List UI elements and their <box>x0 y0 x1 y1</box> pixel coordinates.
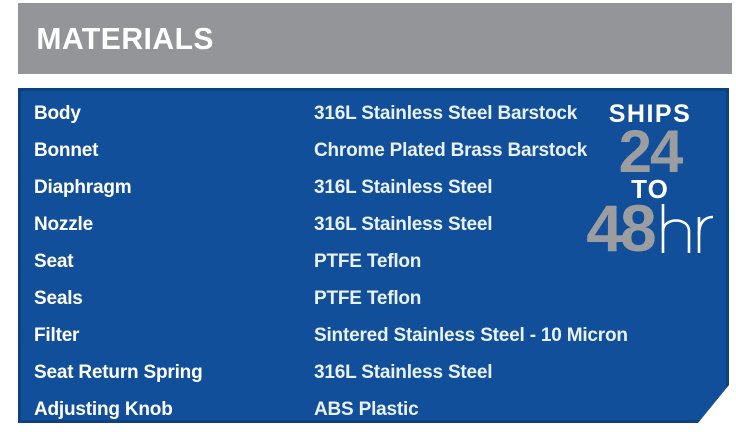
ships-hours-min: 24 <box>618 118 682 185</box>
material-value: PTFE Teflon <box>314 250 422 272</box>
material-label: Filter <box>34 325 80 347</box>
table-row: Seat Return Spring 316L Stainless Steel <box>18 355 729 392</box>
table-row: Diaphragm 316L Stainless Steel <box>18 169 729 206</box>
material-label: Diaphragm <box>34 176 132 198</box>
table-row: Seals PTFE Teflon <box>18 280 729 317</box>
material-value: PTFE Teflon <box>314 288 422 310</box>
table-row: Adjusting Knob ABS Plastic <box>18 392 729 429</box>
ships-to-label: TO <box>631 174 669 205</box>
table-row: Nozzle 316L Stainless Steel <box>18 206 729 243</box>
material-label: Bonnet <box>34 139 99 161</box>
material-label: Seat <box>34 250 74 272</box>
ships-24-to-48hr-badge: SHIPS 24 TO 48 <box>575 102 725 253</box>
ships-hours-max-row: 48 <box>575 203 725 253</box>
material-value: ABS Plastic <box>314 399 419 421</box>
material-label: Nozzle <box>34 213 93 235</box>
table-row: Seat PTFE Teflon <box>18 243 729 280</box>
material-value: Chrome Plated Brass Barstock <box>314 139 588 161</box>
material-label: Seat Return Spring <box>34 362 203 384</box>
ships-hours-max: 48 <box>586 191 654 266</box>
material-label: Adjusting Knob <box>34 399 173 421</box>
section-title: MATERIALS <box>36 20 214 56</box>
material-value: 316L Stainless Steel <box>314 362 493 384</box>
material-label: Seals <box>34 288 83 310</box>
section-header-bar: MATERIALS <box>18 3 732 74</box>
materials-table: Body 316L Stainless Steel Barstock Bonne… <box>18 88 729 423</box>
table-row: Bonnet Chrome Plated Brass Barstock <box>18 132 729 169</box>
table-row: Body 316L Stainless Steel Barstock <box>18 95 729 132</box>
hr-thin-text-icon <box>658 204 714 253</box>
material-value: 316L Stainless Steel Barstock <box>314 102 578 124</box>
material-value: 316L Stainless Steel <box>314 176 493 198</box>
ships-label: SHIPS <box>608 100 692 128</box>
table-row: Filter Sintered Stainless Steel - 10 Mic… <box>18 318 729 355</box>
material-value: Sintered Stainless Steel - 10 Micron <box>314 325 628 347</box>
material-label: Body <box>34 102 81 124</box>
material-value: 316L Stainless Steel <box>314 213 493 235</box>
